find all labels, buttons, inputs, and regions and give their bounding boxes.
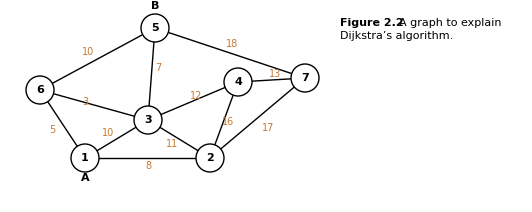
Text: 12: 12: [190, 91, 202, 101]
Circle shape: [196, 144, 224, 172]
Circle shape: [291, 64, 319, 92]
Text: Dijkstra’s algorithm.: Dijkstra’s algorithm.: [340, 31, 453, 41]
Text: A: A: [81, 173, 89, 183]
Text: 7: 7: [301, 73, 309, 83]
Text: 3: 3: [144, 115, 152, 125]
Text: 8: 8: [145, 161, 151, 171]
Text: 4: 4: [234, 77, 242, 87]
Circle shape: [141, 14, 169, 42]
Text: 10: 10: [82, 47, 94, 57]
Text: 13: 13: [269, 69, 281, 79]
Text: 5: 5: [151, 23, 159, 33]
Text: 6: 6: [36, 85, 44, 95]
Text: 3: 3: [82, 97, 88, 107]
Text: 16: 16: [222, 117, 234, 127]
Text: 7: 7: [155, 63, 161, 73]
Text: B: B: [151, 1, 159, 11]
Text: 1: 1: [81, 153, 89, 163]
Text: A graph to explain: A graph to explain: [392, 18, 502, 28]
Circle shape: [224, 68, 252, 96]
Circle shape: [71, 144, 99, 172]
Text: 2: 2: [206, 153, 214, 163]
Text: 17: 17: [262, 123, 274, 133]
Text: 11: 11: [166, 139, 178, 149]
Text: Figure 2.2: Figure 2.2: [340, 18, 404, 28]
Circle shape: [134, 106, 162, 134]
Text: 5: 5: [49, 125, 55, 135]
Text: 10: 10: [102, 128, 114, 138]
Text: 18: 18: [226, 39, 238, 49]
Circle shape: [26, 76, 54, 104]
